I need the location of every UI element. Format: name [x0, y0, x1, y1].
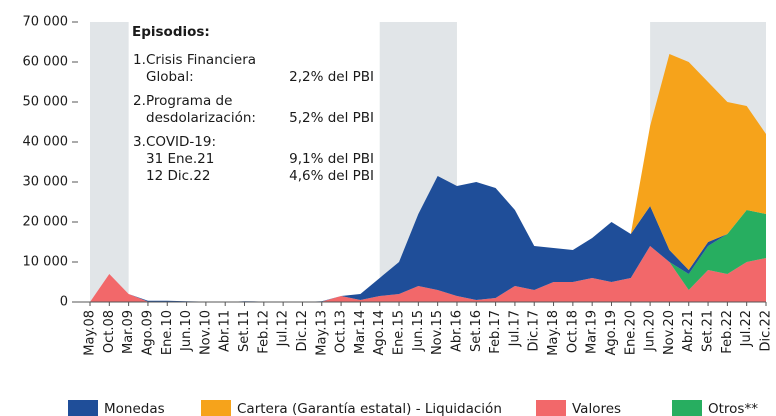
y-tick-label: 70 000 — [23, 15, 69, 30]
item-text: Global: — [146, 69, 194, 85]
x-tick-label: Ene.10 — [160, 310, 175, 355]
legend-label: Cartera (Garantía estatal) - Liquidación — [237, 401, 502, 416]
y-tick-label: 0 — [60, 295, 68, 310]
item-number: 2. — [133, 93, 146, 109]
legend-swatch — [536, 400, 566, 416]
x-tick-label: Ene.15 — [392, 310, 407, 355]
x-tick-label: Jul.22 — [739, 310, 754, 347]
legend-label: Valores — [572, 401, 621, 416]
x-tick-label: Dic.22 — [759, 310, 774, 351]
x-tick-label: Oct.13 — [334, 310, 349, 353]
x-tick-label: Ago.09 — [140, 310, 155, 356]
item-number: 3. — [133, 134, 146, 150]
x-tick-label: Feb.22 — [720, 310, 735, 354]
x-tick-label: Mar.19 — [585, 310, 600, 354]
item-text: 31 Ene.21 — [146, 151, 214, 167]
x-tick-label: Oct.08 — [102, 310, 117, 353]
y-tick-label: 50 000 — [23, 95, 69, 110]
x-tick-label: Dic.17 — [527, 310, 542, 351]
x-tick-label: Nov.15 — [430, 310, 445, 355]
x-tick-label: Set.16 — [469, 310, 484, 352]
x-tick-label: Feb.12 — [256, 310, 271, 354]
legend-label: Otros** — [708, 401, 758, 416]
area — [90, 176, 766, 302]
area — [90, 246, 766, 302]
x-tick-label: Ago.14 — [372, 310, 387, 356]
x-tick-label: Jun.10 — [179, 310, 194, 352]
area — [90, 54, 766, 302]
x-tick-label: Jul.12 — [276, 310, 291, 347]
y-tick-label: 20 000 — [23, 215, 69, 230]
item-value: 5,2% del PBI — [289, 110, 374, 126]
item-value: 9,1% del PBI — [289, 151, 374, 167]
annotation-title: Episodios: — [132, 24, 210, 40]
x-tick-label: Feb.17 — [488, 310, 503, 354]
legend-swatch — [672, 400, 702, 416]
item-text: 12 Dic.22 — [146, 168, 211, 184]
x-tick-label: Dic.12 — [295, 310, 310, 351]
x-tick-label: Ene.20 — [623, 310, 638, 355]
y-tick-label: 10 000 — [23, 255, 69, 270]
x-tick-label: Mar.14 — [353, 310, 368, 354]
x-tick-label: Set.21 — [701, 310, 716, 352]
y-tick-label: 40 000 — [23, 135, 69, 150]
item-number: 1. — [133, 52, 146, 68]
x-tick-label: May.13 — [314, 310, 329, 356]
y-tick-label: 30 000 — [23, 175, 69, 190]
x-tick-label: May.18 — [546, 310, 561, 356]
x-tick-label: Jun.20 — [643, 310, 658, 352]
item-text: Programa de — [146, 93, 232, 109]
y-tick-label: 60 000 — [23, 55, 69, 70]
x-tick-label: Abr.21 — [681, 310, 696, 352]
episode-band — [90, 22, 129, 302]
x-tick-label: Nov.20 — [662, 310, 677, 355]
x-tick-label: Oct.18 — [565, 310, 580, 353]
item-text: desdolarización: — [146, 110, 256, 126]
x-tick-label: Ago.19 — [604, 310, 619, 356]
legend-label: Monedas — [104, 401, 165, 416]
item-text: COVID-19: — [146, 134, 216, 150]
x-tick-label: Abr.16 — [449, 310, 464, 352]
x-tick-label: Jul.17 — [507, 310, 522, 347]
item-value: 4,6% del PBI — [289, 168, 374, 184]
x-tick-label: Jun.15 — [411, 310, 426, 352]
item-text: Crisis Financiera — [146, 52, 256, 68]
legend-swatch — [68, 400, 98, 416]
legend-swatch — [201, 400, 231, 416]
item-value: 2,2% del PBI — [289, 69, 374, 85]
x-tick-label: Set.11 — [237, 310, 252, 352]
x-tick-label: Mar.09 — [121, 310, 136, 354]
x-tick-label: Nov.10 — [198, 310, 213, 355]
x-tick-label: May.08 — [83, 310, 98, 356]
x-tick-label: Abr.11 — [218, 310, 233, 352]
